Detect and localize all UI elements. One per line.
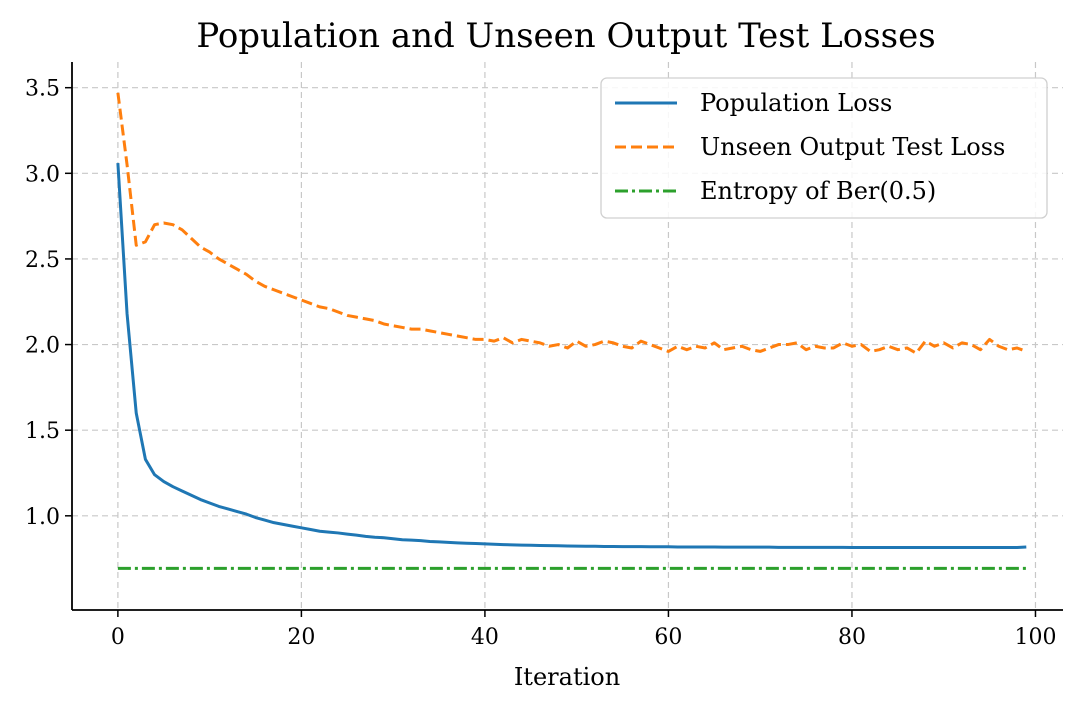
series-line-1 — [116, 92, 1027, 355]
y-tick-label: 1.0 — [25, 505, 60, 530]
axes — [71, 62, 1063, 611]
x-tick-label: 20 — [287, 625, 315, 650]
legend-label-0: Population Loss — [700, 89, 892, 117]
y-tick-label: 2.0 — [25, 334, 60, 359]
x-tick-label: 60 — [654, 625, 682, 650]
series-line-0 — [116, 162, 1027, 549]
legend: Population Loss Unseen Output Test Loss En… — [600, 77, 1048, 219]
legend-label-1: Unseen Output Test Loss — [700, 133, 1005, 161]
x-tick-label: 80 — [838, 625, 866, 650]
x-tick-label: 100 — [1014, 625, 1056, 650]
y-tick-label: 2.5 — [25, 248, 60, 273]
x-tick-label: 0 — [111, 625, 125, 650]
x-tick-label: 40 — [471, 625, 499, 650]
y-tick-label: 3.5 — [25, 77, 60, 102]
ticks: 0 20 40 60 80 100 1.0 1.5 2.0 2.5 3.0 3.5 — [25, 77, 1056, 650]
y-tick-label: 3.0 — [25, 162, 60, 187]
legend-label-2: Entropy of Ber(0.5) — [700, 177, 936, 205]
y-tick-label: 1.5 — [25, 419, 60, 444]
chart-title: Population and Unseen Output Test Losses — [196, 16, 935, 56]
x-axis-label: Iteration — [514, 663, 620, 691]
legend-box — [600, 77, 1048, 219]
series-layer — [116, 92, 1027, 570]
